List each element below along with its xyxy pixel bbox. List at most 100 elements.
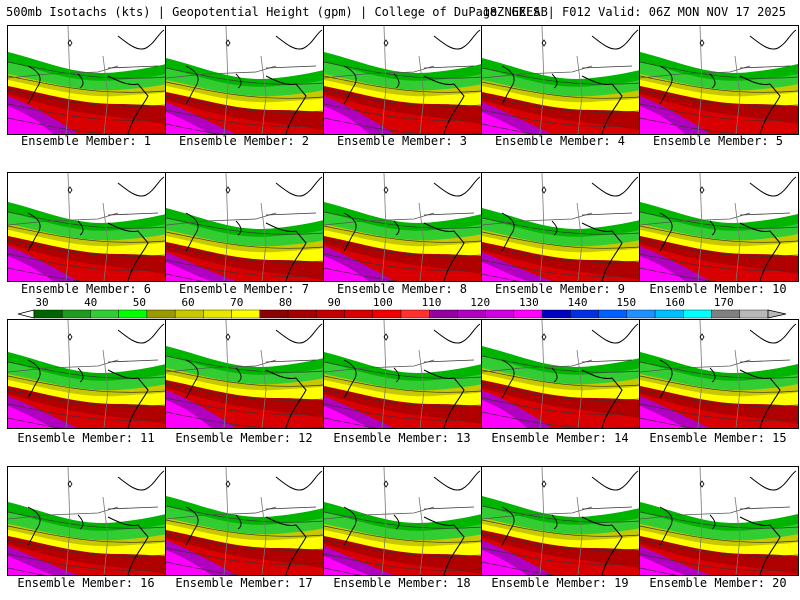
height-contour [324, 539, 482, 557]
height-contour [640, 89, 798, 107]
coastline [117, 470, 165, 491]
coastline [117, 323, 165, 344]
state-border [166, 506, 277, 520]
isotach-colorbar: 30 40 50 60 70 80 90 100 110 120 130 140 150 160 170 [16, 296, 788, 320]
height-contour [324, 61, 482, 79]
ensemble-member-label: Ensemble Member: 1 [20, 134, 152, 148]
lake-shore [77, 367, 84, 383]
island-marker [699, 480, 705, 488]
ensemble-member-map [165, 466, 325, 576]
height-contour [640, 239, 798, 257]
coastline [433, 323, 481, 344]
height-contour [8, 61, 166, 79]
height-contour [166, 81, 324, 99]
state-border [482, 359, 593, 373]
ensemble-member-label: Ensemble Member: 7 [178, 282, 310, 296]
coastline [739, 369, 781, 428]
ensemble-member-label: Ensemble Member: 17 [175, 576, 313, 590]
state-border [166, 65, 277, 79]
lake-shore [235, 220, 242, 236]
height-contour [8, 417, 62, 428]
height-contour [166, 397, 324, 415]
island-marker [383, 39, 389, 47]
colorbar-swatch [203, 309, 232, 319]
colorbar-swatch [118, 309, 148, 319]
height-contour [482, 533, 640, 551]
height-contour [166, 519, 324, 537]
height-contour [324, 403, 482, 421]
state-border [734, 55, 741, 134]
state-border [640, 359, 751, 373]
state-border [539, 26, 545, 134]
colorbar-swatch [739, 309, 769, 319]
island-marker [383, 480, 389, 488]
colorbar-tick-label: 160 [665, 296, 685, 309]
lake-shore [185, 506, 199, 546]
height-contour [8, 375, 166, 393]
coastline [749, 470, 797, 491]
colorbar-swatch [174, 309, 204, 319]
height-contour [8, 525, 166, 543]
coastline [749, 176, 797, 197]
country-border [581, 506, 633, 510]
state-border [734, 349, 741, 428]
coastline [107, 516, 149, 575]
state-border [640, 506, 751, 520]
state-border [8, 212, 119, 226]
height-contour [8, 239, 166, 257]
state-border [697, 320, 703, 428]
state-border [482, 212, 593, 226]
isotach-band [482, 112, 527, 134]
country-border [107, 65, 159, 69]
state-border [576, 202, 583, 281]
height-contour [324, 567, 361, 575]
ensemble-member-label: Ensemble Member: 10 [649, 282, 787, 296]
state-border [697, 26, 703, 134]
height-contour [482, 217, 640, 235]
state-border [640, 212, 751, 226]
ensemble-member-map [481, 172, 641, 282]
lake-shore [551, 367, 558, 383]
lake-shore [343, 212, 357, 252]
ensemble-member-map [323, 466, 483, 576]
state-border [576, 55, 583, 134]
ensemble-member-map [7, 172, 167, 282]
ensemble-member-label: Ensemble Member: 6 [20, 282, 152, 296]
island-marker [67, 480, 73, 488]
colorbar-left-arrow [17, 309, 35, 319]
lake-shore [27, 359, 41, 399]
state-border [260, 349, 267, 428]
height-contour [640, 103, 798, 121]
height-contour [8, 117, 166, 134]
state-border [381, 320, 387, 428]
colorbar-swatch [654, 309, 684, 319]
lake-shore [27, 65, 41, 105]
island-marker [225, 39, 231, 47]
ensemble-member-map [481, 25, 641, 135]
colorbar-swatch [626, 309, 656, 319]
run-info: 18Z GEFS | F012 Valid: 06Z MON NOV 17 20… [482, 5, 786, 19]
colorbar-swatch [400, 309, 430, 319]
state-border [482, 506, 593, 520]
height-contour [324, 511, 482, 529]
height-contour [640, 211, 798, 229]
state-border [539, 467, 545, 575]
island-marker [541, 333, 547, 341]
height-contour [482, 561, 557, 575]
coastline [433, 29, 481, 50]
country-border [581, 212, 633, 216]
state-border [223, 320, 229, 428]
ensemble-member-map [481, 466, 641, 576]
height-contour [8, 253, 166, 271]
colorbar-tick-label: 80 [278, 296, 293, 309]
state-border [539, 320, 545, 428]
height-contour [324, 361, 482, 379]
height-contour [166, 561, 241, 575]
state-border [418, 202, 425, 281]
coastline [107, 222, 149, 281]
state-border [381, 467, 387, 575]
state-border [734, 496, 741, 575]
height-contour [482, 397, 640, 415]
state-border [223, 467, 229, 575]
coastline [423, 222, 465, 281]
